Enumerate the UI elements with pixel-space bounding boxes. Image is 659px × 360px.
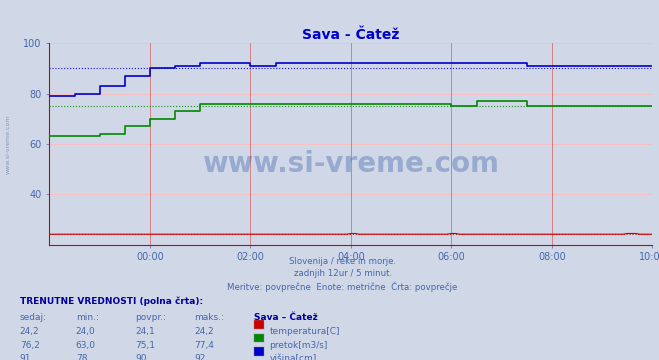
Text: povpr.:: povpr.: xyxy=(135,313,166,322)
Text: Sava – Čatež: Sava – Čatež xyxy=(254,313,318,322)
Text: TRENUTNE VREDNOSTI (polna črta):: TRENUTNE VREDNOSTI (polna črta): xyxy=(20,297,203,306)
Text: Meritve: povprečne  Enote: metrične  Črta: povprečje: Meritve: povprečne Enote: metrične Črta:… xyxy=(227,282,458,292)
Text: 24,2: 24,2 xyxy=(20,327,40,336)
Text: 90: 90 xyxy=(135,354,146,360)
Text: 24,2: 24,2 xyxy=(194,327,214,336)
Title: Sava - Čatež: Sava - Čatež xyxy=(302,28,399,42)
Text: 75,1: 75,1 xyxy=(135,341,155,350)
Text: sedaj:: sedaj: xyxy=(20,313,47,322)
Text: www.si-vreme.com: www.si-vreme.com xyxy=(202,150,500,178)
Text: zadnjih 12ur / 5 minut.: zadnjih 12ur / 5 minut. xyxy=(294,269,391,278)
Text: temperatura[C]: temperatura[C] xyxy=(270,327,340,336)
Text: www.si-vreme.com: www.si-vreme.com xyxy=(5,114,11,174)
Text: maks.:: maks.: xyxy=(194,313,224,322)
Text: 91: 91 xyxy=(20,354,31,360)
Text: 24,1: 24,1 xyxy=(135,327,155,336)
Text: višina[cm]: višina[cm] xyxy=(270,354,317,360)
Text: 92: 92 xyxy=(194,354,206,360)
Text: 76,2: 76,2 xyxy=(20,341,40,350)
Text: pretok[m3/s]: pretok[m3/s] xyxy=(270,341,328,350)
Text: 77,4: 77,4 xyxy=(194,341,214,350)
Text: Slovenija / reke in morje.: Slovenija / reke in morje. xyxy=(289,257,396,266)
Text: 78: 78 xyxy=(76,354,87,360)
Text: 63,0: 63,0 xyxy=(76,341,96,350)
Text: min.:: min.: xyxy=(76,313,99,322)
Text: 24,0: 24,0 xyxy=(76,327,96,336)
